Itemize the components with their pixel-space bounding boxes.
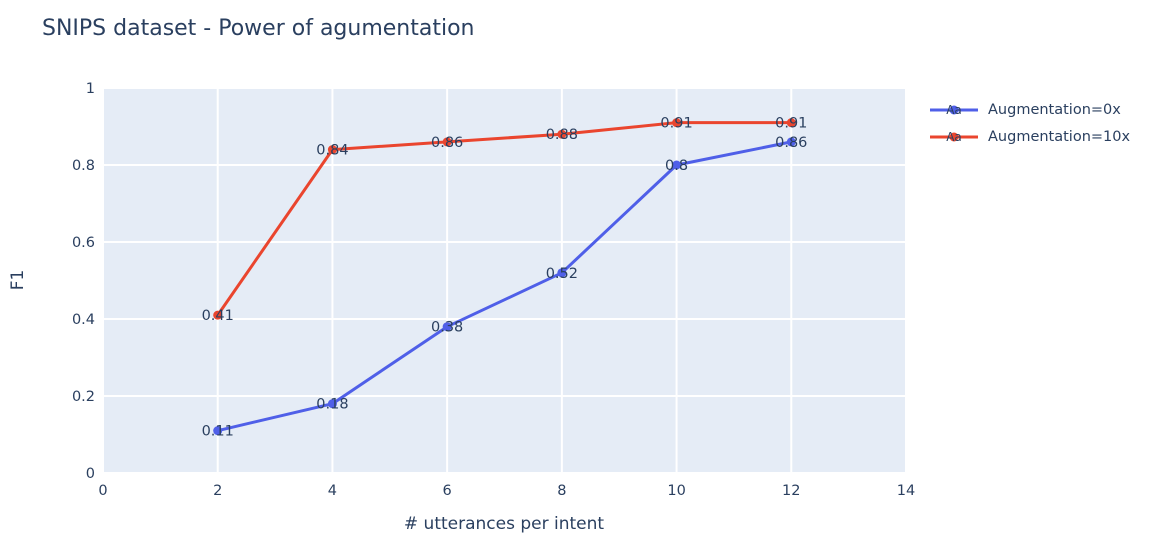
legend: Aa Augmentation=0x Aa Augmentation=10x <box>928 96 1130 150</box>
legend-label: Augmentation=10x <box>988 128 1131 145</box>
y-tick-label: 0.2 <box>72 389 95 405</box>
data-point-marker[interactable] <box>327 399 337 409</box>
data-point-label: 0.41 <box>202 308 234 324</box>
y-tick-label: 1 <box>86 81 95 97</box>
data-point-marker[interactable] <box>557 268 567 278</box>
data-point-label: 0.18 <box>316 397 348 413</box>
data-point-label: 0.86 <box>775 135 807 151</box>
y-tick-label: 0.6 <box>72 235 95 251</box>
y-axis-title: F1 <box>8 269 28 291</box>
data-point-label: 0.52 <box>546 266 578 282</box>
legend-marker-icon <box>949 132 959 141</box>
legend-label: Augmentation=0x <box>988 101 1121 118</box>
x-tick-label: 0 <box>98 483 107 499</box>
data-point-label: 0.91 <box>775 116 807 132</box>
x-tick-label: 8 <box>557 483 566 499</box>
data-point-marker[interactable] <box>327 145 337 155</box>
x-axis-title: # utterances per intent <box>403 514 605 534</box>
data-point-marker[interactable] <box>672 160 682 170</box>
x-tick-label: 2 <box>213 483 222 499</box>
data-point-marker[interactable] <box>786 137 796 147</box>
legend-symbol-text: Aa <box>946 130 962 144</box>
data-point-marker[interactable] <box>213 310 223 320</box>
x-tick-label: 12 <box>782 483 800 499</box>
x-tick-label: 14 <box>897 483 915 499</box>
x-tick-label: 10 <box>667 483 685 499</box>
series-line-augmentation-0x <box>217 140 792 433</box>
data-point-label: 0.88 <box>546 127 578 143</box>
series-line-augmentation-10x <box>216 121 792 317</box>
legend-item-augmentation-0x[interactable]: Aa Augmentation=0x <box>928 96 1130 123</box>
legend-item-augmentation-10x[interactable]: Aa Augmentation=10x <box>928 123 1130 150</box>
data-point-marker[interactable] <box>786 118 796 128</box>
data-point-label: 0.8 <box>665 158 688 174</box>
data-point-marker[interactable] <box>557 129 567 139</box>
data-point-label: 0.38 <box>431 320 463 336</box>
data-point-marker[interactable] <box>672 118 682 128</box>
legend-swatch-line-icon: Aa <box>930 103 978 117</box>
x-tick-label: 6 <box>443 483 452 499</box>
y-tick-label: 0 <box>86 466 95 482</box>
data-point-marker[interactable] <box>442 322 452 332</box>
chart-title: SNIPS dataset - Power of agumentation <box>42 16 475 41</box>
legend-marker-icon <box>949 105 959 114</box>
legend-swatch-line-icon: Aa <box>930 130 978 144</box>
y-tick-label: 0.8 <box>72 158 95 174</box>
legend-symbol-text: Aa <box>946 103 962 117</box>
data-point-label: 0.11 <box>202 424 234 440</box>
data-point-marker[interactable] <box>442 137 452 147</box>
plot-background <box>103 88 906 473</box>
data-point-marker[interactable] <box>213 426 223 436</box>
data-point-label: 0.91 <box>660 116 692 132</box>
data-point-label: 0.84 <box>316 143 348 159</box>
data-point-label: 0.86 <box>431 135 463 151</box>
y-tick-label: 0.4 <box>72 312 95 328</box>
x-tick-label: 4 <box>328 483 337 499</box>
